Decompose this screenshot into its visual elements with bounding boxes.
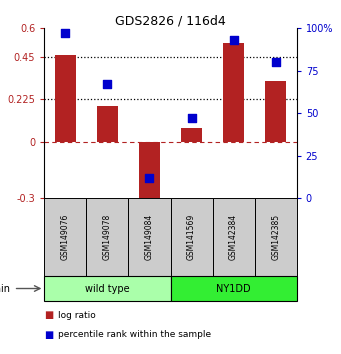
Title: GDS2826 / 116d4: GDS2826 / 116d4 xyxy=(115,14,226,27)
Text: GSM149084: GSM149084 xyxy=(145,214,154,260)
Text: GSM142384: GSM142384 xyxy=(229,214,238,260)
Point xyxy=(231,38,236,43)
Text: log ratio: log ratio xyxy=(58,310,96,320)
Bar xyxy=(139,142,160,202)
Bar xyxy=(265,81,286,142)
Text: percentile rank within the sample: percentile rank within the sample xyxy=(58,330,211,339)
Bar xyxy=(55,55,76,142)
Text: GSM142385: GSM142385 xyxy=(271,214,280,260)
Text: ■: ■ xyxy=(44,310,54,320)
Text: GSM149076: GSM149076 xyxy=(61,214,70,261)
Point xyxy=(63,30,68,36)
Point xyxy=(273,59,278,65)
Bar xyxy=(181,129,202,142)
Text: GSM141569: GSM141569 xyxy=(187,214,196,260)
Text: ■: ■ xyxy=(44,330,54,339)
Point xyxy=(189,115,194,121)
Text: wild type: wild type xyxy=(85,284,130,293)
Point xyxy=(147,175,152,181)
Bar xyxy=(97,106,118,142)
Text: GSM149078: GSM149078 xyxy=(103,214,112,260)
Bar xyxy=(223,44,244,142)
Text: strain: strain xyxy=(0,284,10,293)
Point xyxy=(105,81,110,87)
Text: NY1DD: NY1DD xyxy=(216,284,251,293)
